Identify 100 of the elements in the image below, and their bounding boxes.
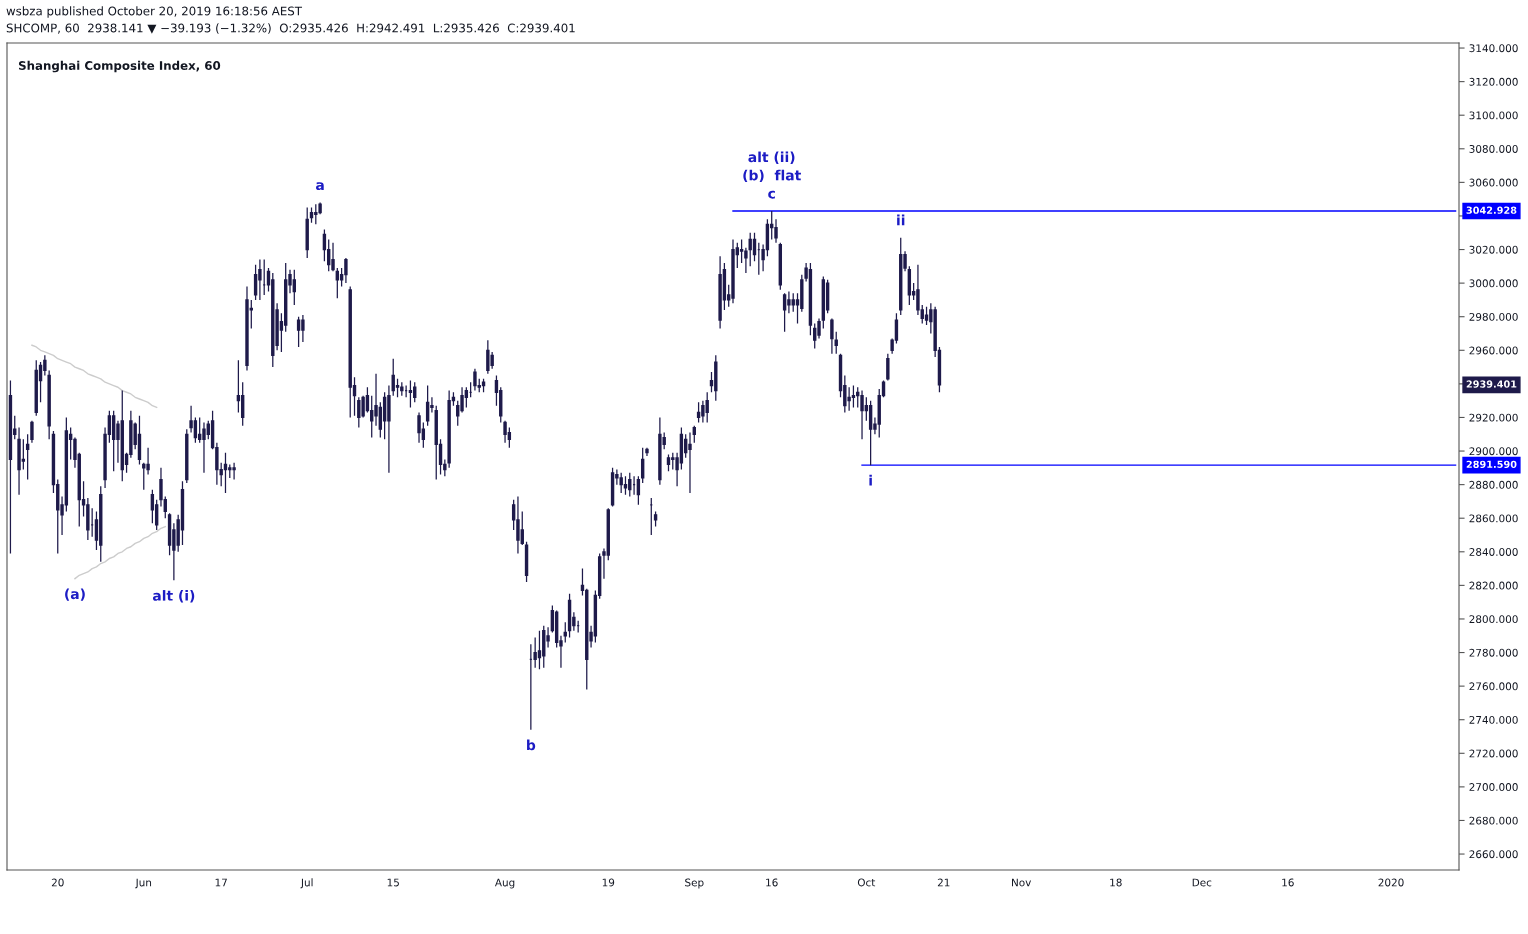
candlestick bbox=[886, 353, 890, 382]
candlestick bbox=[503, 420, 507, 444]
y-tick-label: 2960.000 bbox=[1469, 346, 1518, 355]
candlestick bbox=[25, 433, 30, 481]
candlestick bbox=[813, 322, 817, 350]
data-label: 2891.590 bbox=[1466, 460, 1517, 468]
candlestick bbox=[731, 238, 735, 304]
text: 2939.401 bbox=[1466, 380, 1517, 388]
text: wsbza published October 20, 2019 16:18:56 AEST bbox=[6, 6, 303, 18]
y-tick-label: 3140.000 bbox=[1469, 44, 1518, 53]
candlestick bbox=[404, 384, 408, 398]
candlestick bbox=[314, 203, 318, 225]
candlestick bbox=[628, 472, 632, 498]
candlestick bbox=[111, 410, 116, 472]
y-tick-label: 3080.000 bbox=[1469, 145, 1518, 153]
candlestick bbox=[782, 292, 787, 333]
y-tick-label: 2900.000 bbox=[1469, 447, 1518, 456]
x-tick-label: 2020 bbox=[1378, 878, 1404, 887]
candlestick bbox=[271, 272, 275, 368]
x-tick-label: 20 bbox=[51, 878, 64, 887]
candlestick bbox=[860, 389, 864, 440]
candlestick bbox=[262, 258, 266, 296]
candlestick bbox=[185, 428, 189, 484]
x-tick-label: 21 bbox=[937, 878, 950, 887]
x-tick-label: 16 bbox=[1282, 878, 1294, 887]
x-tick-label: 15 bbox=[387, 878, 399, 887]
data-label: 3042.928 bbox=[1466, 206, 1517, 214]
y-tick-label: 2800.000 bbox=[1469, 615, 1518, 624]
y-tick-label: 2840.000 bbox=[1469, 548, 1518, 556]
candlestick bbox=[348, 285, 352, 419]
candlestick bbox=[718, 255, 722, 330]
candlestick bbox=[623, 475, 628, 496]
candlestick bbox=[202, 421, 206, 474]
candlestick bbox=[537, 630, 542, 670]
y-tick-label: 2760.000 bbox=[1469, 682, 1518, 691]
annotation: (a) bbox=[65, 588, 85, 601]
candlestick bbox=[357, 396, 361, 429]
x-tick-label: 16 bbox=[766, 878, 778, 887]
candlestick bbox=[344, 257, 348, 284]
annotation: i bbox=[869, 474, 872, 486]
candlestick bbox=[830, 317, 834, 355]
candlestick bbox=[309, 206, 314, 224]
y-tick-label: 3020.000 bbox=[1469, 245, 1518, 254]
candlestick bbox=[335, 267, 340, 299]
candlestick bbox=[292, 269, 297, 306]
candlestick bbox=[223, 452, 228, 494]
candlestick bbox=[417, 411, 421, 444]
candlestick bbox=[468, 381, 473, 398]
chart-subtitle: SHCOMP, 60 2938.141 ▼ −39.193 (−1.32%) O:2935.426 H:2942.491 L:2935.426 C:2939.401 bbox=[6, 23, 575, 34]
y-tick-label: 2740.000 bbox=[1469, 715, 1518, 724]
candlestick bbox=[757, 242, 761, 276]
candlestick bbox=[296, 316, 301, 348]
y-tick-label: 2980.000 bbox=[1469, 312, 1518, 321]
y-tick-label: 2780.000 bbox=[1469, 648, 1518, 657]
y-tick-label: 3000.000 bbox=[1469, 279, 1518, 288]
x-tick-label: 19 bbox=[602, 878, 615, 887]
annotation: a bbox=[316, 182, 324, 191]
candlestick bbox=[473, 368, 477, 392]
x-tick-label: Aug bbox=[494, 878, 515, 889]
line-series bbox=[74, 525, 166, 580]
candlestick bbox=[688, 431, 692, 494]
candlestick bbox=[305, 206, 309, 259]
x-tick-label: Jul bbox=[300, 878, 313, 889]
candlestick bbox=[666, 453, 671, 472]
candlestick bbox=[516, 495, 520, 555]
y-tick-label: 2700.000 bbox=[1469, 783, 1518, 791]
candlestick bbox=[301, 314, 305, 343]
candlestick bbox=[632, 475, 636, 496]
y-tick-label: 2820.000 bbox=[1469, 581, 1518, 590]
y-tick-label: 3100.000 bbox=[1469, 111, 1518, 120]
candlestick bbox=[696, 401, 701, 424]
candlestick bbox=[17, 426, 21, 496]
candlestick bbox=[331, 242, 335, 272]
y-tick-label: 2920.000 bbox=[1469, 413, 1518, 422]
candlestick bbox=[658, 416, 662, 486]
y-tick-label: 3120.000 bbox=[1469, 77, 1518, 86]
candlestick bbox=[653, 510, 658, 528]
annotation: ii bbox=[897, 214, 905, 226]
candlestick bbox=[645, 447, 649, 457]
y-tick-label: 3060.000 bbox=[1469, 178, 1518, 187]
x-tick-label: Jun bbox=[135, 878, 152, 889]
annotation: alt (ii) (b) flat c bbox=[743, 151, 801, 199]
candlestick bbox=[481, 378, 486, 393]
candlestick bbox=[868, 400, 873, 466]
candlestick bbox=[8, 379, 13, 555]
candlestick bbox=[258, 258, 262, 301]
candlestick bbox=[245, 285, 249, 372]
candlestick bbox=[649, 497, 653, 536]
x-tick-label: Nov bbox=[1012, 878, 1032, 887]
annotation: b bbox=[527, 739, 536, 751]
candlestick bbox=[464, 386, 469, 409]
y-tick-label: 2720.000 bbox=[1469, 749, 1518, 758]
annotation: alt (i) bbox=[152, 590, 195, 603]
candlestick bbox=[400, 381, 404, 397]
x-tick-label: Dec bbox=[1192, 878, 1212, 887]
candlestick bbox=[692, 425, 696, 444]
candlestick bbox=[714, 354, 718, 402]
line-series bbox=[31, 344, 158, 409]
candlestick bbox=[705, 391, 709, 424]
candlestick bbox=[486, 339, 490, 375]
